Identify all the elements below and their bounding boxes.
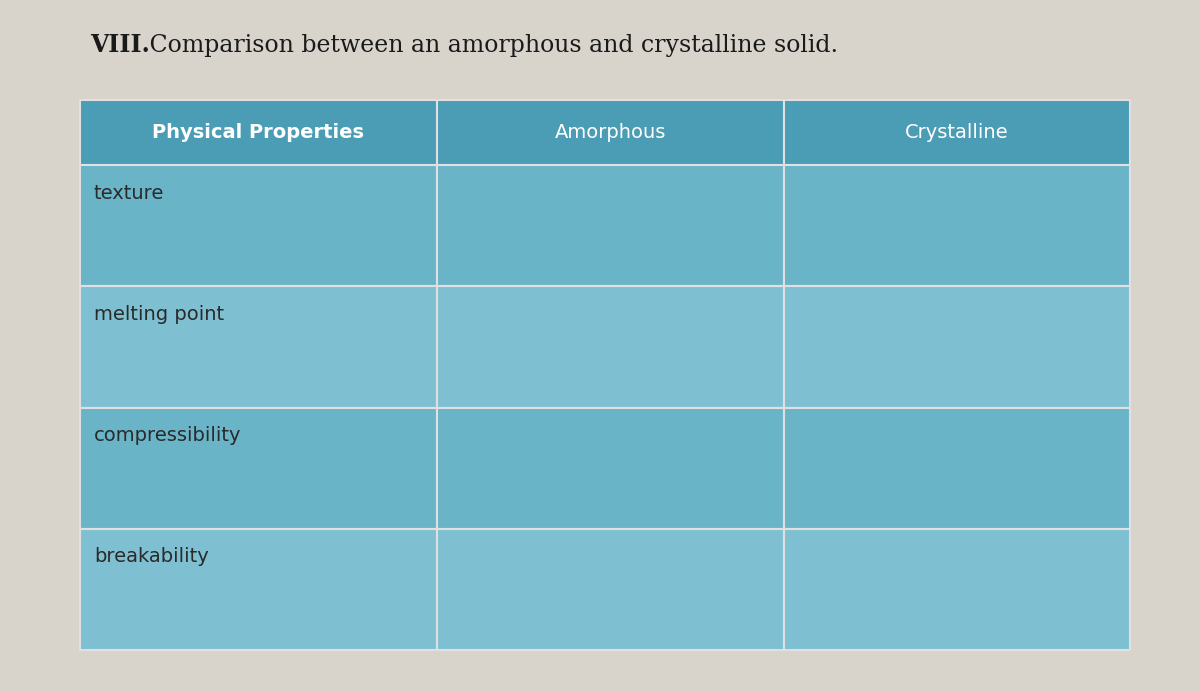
Bar — [784, 100, 1130, 165]
Text: breakability: breakability — [94, 547, 209, 566]
Text: melting point: melting point — [94, 305, 224, 324]
Bar — [437, 286, 784, 408]
Bar — [80, 529, 437, 650]
Bar — [784, 286, 1130, 408]
Bar — [784, 408, 1130, 529]
Bar — [80, 100, 437, 165]
Bar — [80, 286, 437, 408]
Text: Comparison between an amorphous and crystalline solid.: Comparison between an amorphous and crys… — [142, 33, 838, 57]
Bar — [437, 529, 784, 650]
Bar — [80, 165, 437, 286]
Text: Crystalline: Crystalline — [905, 123, 1008, 142]
Text: Physical Properties: Physical Properties — [152, 123, 365, 142]
Bar — [784, 529, 1130, 650]
Bar — [784, 165, 1130, 286]
Text: VIII.: VIII. — [90, 33, 150, 57]
Bar — [80, 408, 437, 529]
Bar — [437, 408, 784, 529]
Text: texture: texture — [94, 184, 164, 202]
Bar — [437, 100, 784, 165]
Text: compressibility: compressibility — [94, 426, 241, 445]
Bar — [437, 165, 784, 286]
Text: Amorphous: Amorphous — [554, 123, 666, 142]
